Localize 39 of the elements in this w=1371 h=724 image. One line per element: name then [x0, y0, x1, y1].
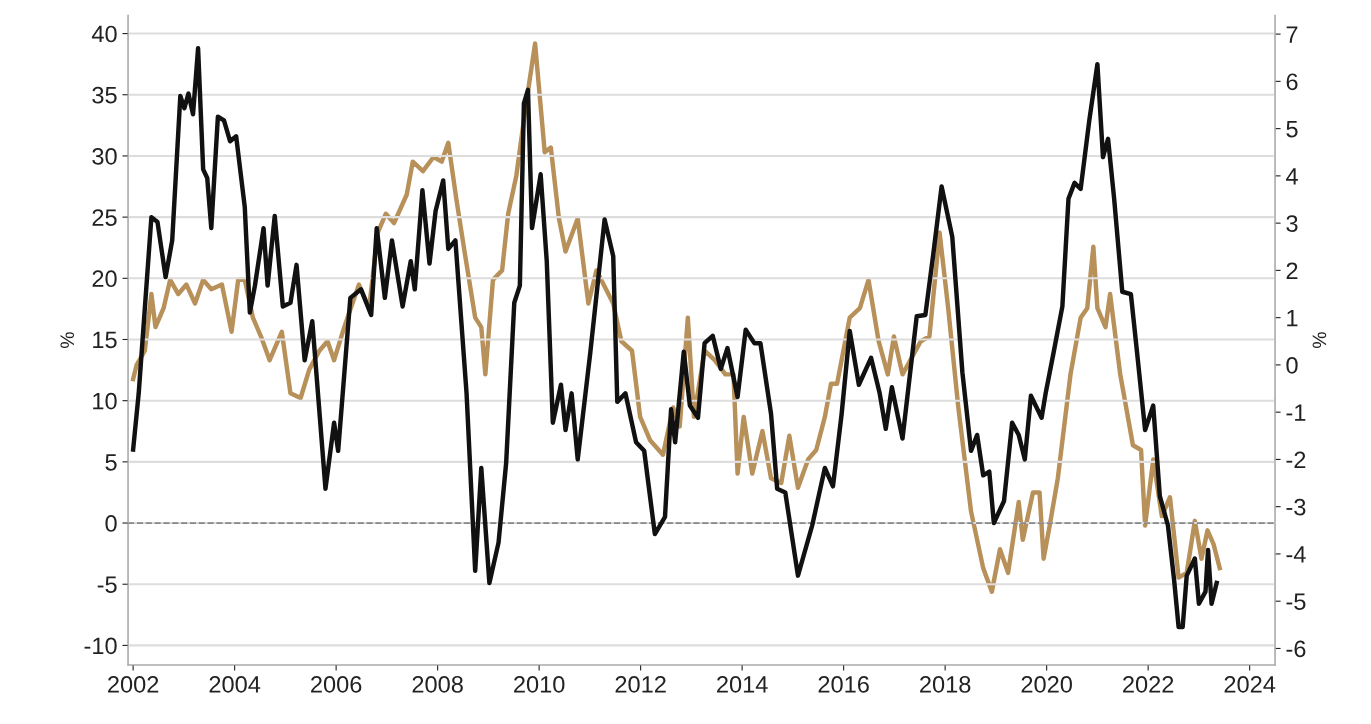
x-tick-label: 2006: [311, 676, 362, 693]
y-tick-label: 10: [93, 392, 117, 410]
y2-tick-label: 4: [1285, 168, 1298, 185]
y-tick-label: 40: [91, 25, 117, 43]
x-tick-label: 2018: [920, 676, 971, 693]
x-tick-label: 2010: [514, 676, 565, 693]
x-tick-label: 2002: [108, 676, 159, 693]
y-tick-label: 20: [92, 270, 117, 288]
y2-tick-label: -1: [1286, 404, 1306, 421]
y-axis-title: %: [60, 332, 75, 349]
y2-tick-label: -4: [1286, 546, 1306, 563]
y2-tick-label: 6: [1286, 73, 1298, 91]
y2-tick-label: 0: [1286, 356, 1298, 374]
y2-tick-label: -5: [1286, 593, 1306, 610]
y2-tick-label: 7: [1286, 26, 1298, 43]
y2-tick-label: 3: [1286, 215, 1298, 232]
y2-tick-label: 1: [1287, 309, 1298, 327]
y-tick-label: -5: [97, 576, 117, 594]
x-tick-label: 2016: [818, 676, 869, 693]
y2-tick-label: -3: [1286, 498, 1306, 516]
y-tick-label: 0: [105, 515, 117, 532]
y-tick-label: 15: [93, 331, 117, 349]
y-tick-label: 25: [92, 209, 117, 226]
x-tick-label: 2022: [1123, 676, 1174, 693]
x-tick-label: 2024: [1224, 676, 1276, 693]
y-tick-label: 35: [92, 86, 117, 104]
y2-tick-label: -2: [1286, 451, 1306, 468]
y2-axis-title: %: [1312, 332, 1327, 349]
y-tick-label: 5: [105, 454, 117, 471]
x-tick-label: 2014: [717, 676, 768, 693]
x-tick-label: 2004: [209, 676, 261, 693]
x-tick-label: 2008: [412, 676, 463, 693]
x-tick-label: 2020: [1021, 676, 1072, 693]
y-tick-label: -10: [84, 637, 117, 655]
y2-tick-label: -6: [1286, 640, 1306, 658]
y2-tick-label: 5: [1286, 120, 1298, 138]
y2-tick-label: 2: [1286, 262, 1298, 279]
y-tick-label: 30: [92, 148, 117, 165]
x-tick-label: 2012: [615, 676, 666, 693]
